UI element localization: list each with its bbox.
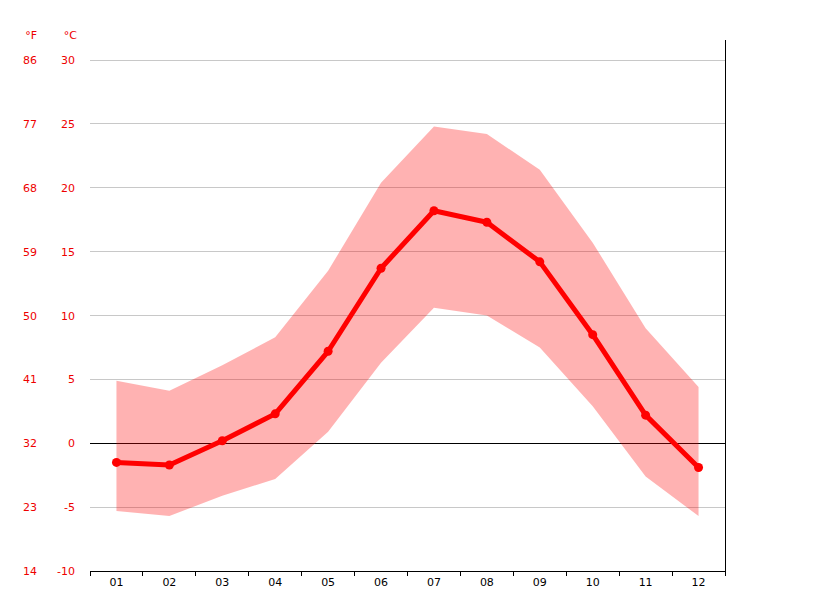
grid-line [90,123,725,124]
x-tick-label: 06 [374,576,388,589]
point [165,460,174,469]
point [694,463,703,472]
point [218,436,227,445]
chart: -10-5051015202530142332415059687786°C°F0… [0,0,815,611]
x-tick [513,571,514,576]
y2-tick-label: 77 [23,118,37,131]
y-axis-label: °C [64,29,78,42]
x-tick-label: 07 [427,576,441,589]
point [429,206,438,215]
y2-tick-label: 86 [23,54,37,67]
x-tick [619,571,620,576]
y2-tick-label: 41 [23,373,37,386]
x-tick [142,571,143,576]
point [377,264,386,273]
x-tick [407,571,408,576]
grid-line [90,60,725,61]
y-tick-label: 15 [61,246,75,259]
y-tick-label: 30 [61,54,75,67]
line [116,211,698,468]
y2-tick-label: 50 [23,310,37,323]
x-tick [460,571,461,576]
x-tick-label: 01 [109,576,123,589]
y2-tick-label: 32 [23,437,37,450]
point [535,257,544,266]
x-tick [566,571,567,576]
y2-tick-label: 14 [23,565,37,578]
x-tick [725,571,726,576]
point [641,411,650,420]
x-tick [672,571,673,576]
point [588,330,597,339]
y-tick-label: 20 [61,182,75,195]
plot-area [112,126,703,516]
x-tick-label: 10 [586,576,600,589]
y-tick-label: 10 [61,310,75,323]
y2-axis-label: °F [25,29,37,42]
y-tick-label: 25 [61,118,75,131]
x-tick-label: 02 [162,576,176,589]
axis-line [725,40,726,571]
x-tick-label: 05 [321,576,335,589]
y-tick-label: -5 [64,501,75,514]
x-tick-label: 04 [268,576,282,589]
y2-tick-label: 23 [23,501,37,514]
y-tick-label: 5 [68,373,75,386]
x-tick [248,571,249,576]
point [112,458,121,467]
x-tick-label: 12 [692,576,706,589]
y-tick-label: 0 [68,437,75,450]
x-tick-label: 09 [533,576,547,589]
x-tick-label: 03 [215,576,229,589]
x-tick [90,571,91,576]
x-tick [354,571,355,576]
y2-tick-label: 68 [23,182,37,195]
x-tick-label: 08 [480,576,494,589]
point [271,409,280,418]
x-tick [195,571,196,576]
y-tick-label: -10 [57,565,75,578]
range-band [116,126,698,516]
x-tick [301,571,302,576]
point [324,347,333,356]
y2-tick-label: 59 [23,246,37,259]
x-tick-label: 11 [639,576,653,589]
point [482,218,491,227]
